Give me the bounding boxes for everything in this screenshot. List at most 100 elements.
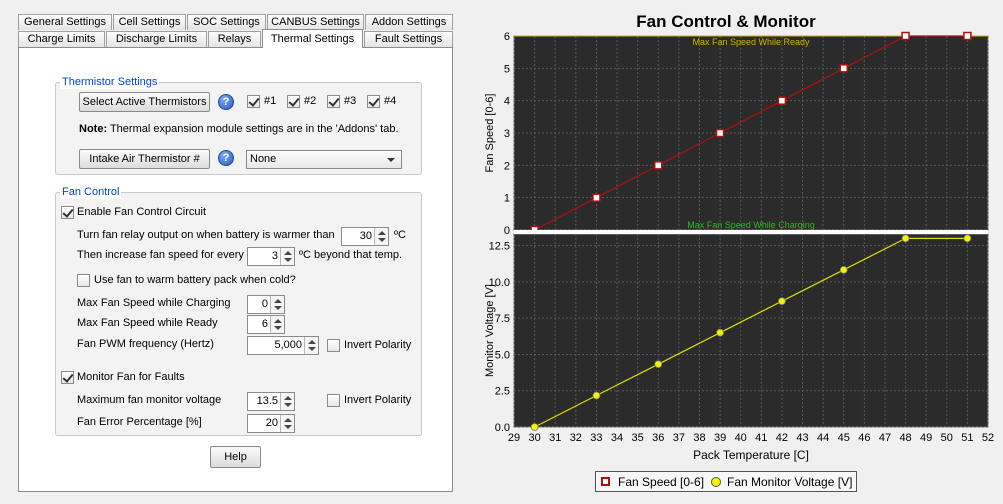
intake-air-thermistor-button[interactable]: Intake Air Thermistor # [79, 149, 210, 169]
thermistor-4-checkbox[interactable] [367, 95, 380, 108]
fan-error-percentage-value: 20 [265, 417, 278, 429]
pwm-frequency-value: 5,000 [274, 339, 302, 351]
monitor-voltage-point [901, 234, 910, 243]
monitor-fan-faults-label: Monitor Fan for Faults [77, 371, 185, 383]
max-speed-charging-spinner[interactable]: 0 [247, 295, 285, 314]
fan-speed-reference-label: Max Fan Speed While Ready [692, 37, 810, 47]
spinner-arrows-icon[interactable] [280, 415, 294, 432]
x-tick-label: 33 [590, 432, 602, 444]
tab-relays[interactable]: Relays [208, 31, 261, 47]
tab-general-settings[interactable]: General Settings [18, 14, 112, 30]
spinner-arrows-icon[interactable] [304, 337, 318, 354]
turn-on-threshold-unit: ºC [394, 229, 406, 241]
tab-addon-settings[interactable]: Addon Settings [365, 14, 453, 30]
help-icon[interactable]: ? [218, 94, 234, 110]
spinner-arrows-icon[interactable] [374, 228, 388, 245]
fan-speed-y-tick-label: 0 [504, 225, 510, 237]
x-tick-label: 44 [817, 432, 829, 444]
x-tick-label: 46 [858, 432, 870, 444]
warm-battery-checkbox[interactable] [77, 274, 90, 287]
turn-on-threshold-spinner[interactable]: 30 [341, 227, 389, 246]
thermistor-1-checkbox[interactable] [247, 95, 260, 108]
fan-speed-point [592, 193, 601, 202]
increase-step-spinner[interactable]: 3 [247, 247, 295, 266]
thermistor-3-checkbox[interactable] [327, 95, 340, 108]
pwm-frequency-spinner[interactable]: 5,000 [247, 336, 319, 355]
invert-polarity-2-label: Invert Polarity [344, 394, 412, 406]
thermistor-1-label: #1 [264, 95, 277, 107]
max-speed-ready-spinner[interactable]: 6 [247, 315, 285, 334]
monitor-voltage-y-tick-label: 5.0 [495, 349, 510, 361]
monitor-fan-faults-checkbox[interactable] [61, 371, 74, 384]
monitor-voltage-point [839, 265, 848, 274]
x-tick-label: 38 [693, 432, 705, 444]
increase-step-value: 3 [271, 250, 278, 262]
tab-cell-settings[interactable]: Cell Settings [113, 14, 186, 30]
legend-marker-fan-speed [601, 477, 610, 486]
select-active-thermistors-button[interactable]: Select Active Thermistors [79, 92, 210, 112]
invert-polarity-checkbox[interactable] [327, 339, 340, 352]
x-tick-label: 45 [838, 432, 850, 444]
x-tick-label: 50 [941, 432, 953, 444]
fan-speed-y-tick-label: 6 [504, 31, 510, 43]
spinner-arrows-icon[interactable] [280, 393, 294, 410]
fan-speed-y-tick-label: 2 [504, 160, 510, 172]
invert-polarity-2-checkbox[interactable] [327, 394, 340, 407]
fan-speed-y-tick-label: 1 [504, 193, 510, 205]
x-tick-label: 34 [611, 432, 623, 444]
legend-label-fan-speed: Fan Speed [0-6] [618, 475, 705, 489]
spinner-arrows-icon[interactable] [270, 316, 284, 333]
x-tick-label: 30 [528, 432, 540, 444]
max-speed-charging-label: Max Fan Speed while Charging [77, 297, 231, 309]
x-tick-label: 40 [735, 432, 747, 444]
monitor-voltage-point [530, 423, 539, 431]
max-monitor-voltage-spinner[interactable]: 13.5 [247, 392, 295, 411]
monitor-voltage-y-tick-label: 7.5 [495, 313, 510, 325]
x-tick-label: 31 [549, 432, 561, 444]
fan-speed-point [715, 128, 725, 138]
tab-charge-limits[interactable]: Charge Limits [18, 31, 105, 47]
thermistor-3-label: #3 [344, 95, 357, 107]
thermistor-settings-title: Thermistor Settings [60, 75, 160, 89]
invert-polarity-label: Invert Polarity [344, 339, 412, 351]
increase-step-label: Then increase fan speed for every [77, 249, 244, 261]
thermistor-2-checkbox[interactable] [287, 95, 300, 108]
x-tick-label: 51 [961, 432, 973, 444]
fan-error-percentage-spinner[interactable]: 20 [247, 414, 295, 433]
fan-speed-point [777, 96, 787, 105]
max-speed-charging-value: 0 [261, 298, 268, 310]
intake-air-thermistor-value: None [250, 153, 277, 165]
tab-fault-settings[interactable]: Fault Settings [364, 31, 453, 47]
enable-fan-control-checkbox[interactable] [61, 206, 74, 219]
fan-speed-y-axis-label: Fan Speed [0-6] [484, 94, 496, 173]
monitor-voltage-y-tick-label: 10.0 [489, 277, 510, 289]
help-button[interactable]: Help [210, 446, 261, 468]
intake-air-thermistor-select[interactable]: None [246, 150, 402, 169]
x-tick-label: 52 [982, 432, 994, 444]
x-tick-label: 43 [796, 432, 808, 444]
max-speed-ready-label: Max Fan Speed while Ready [77, 317, 218, 329]
turn-on-threshold-label: Turn fan relay output on when battery is… [77, 229, 335, 241]
x-tick-label: 49 [920, 432, 932, 444]
fan-speed-plot-area [513, 35, 989, 231]
spinner-arrows-icon[interactable] [270, 296, 284, 313]
tab-thermal-settings[interactable]: Thermal Settings [262, 29, 363, 48]
note-text: Thermal expansion module settings are in… [107, 123, 399, 135]
monitor-voltage-y-tick-label: 2.5 [495, 386, 510, 398]
chart-title: Fan Control & Monitor [636, 12, 816, 31]
x-tick-label: 42 [776, 432, 788, 444]
legend-label-voltage: Fan Monitor Voltage [V] [727, 475, 853, 489]
fan-speed-y-tick-label: 5 [504, 63, 510, 75]
fan-speed-y-tick-label: 3 [504, 128, 510, 140]
fan-speed-series-line [534, 35, 968, 231]
x-tick-label: 37 [673, 432, 685, 444]
monitor-voltage-y-tick-label: 12.5 [489, 241, 510, 253]
thermistor-2-label: #2 [304, 95, 317, 107]
tab-discharge-limits[interactable]: Discharge Limits [106, 31, 207, 47]
tab-soc-settings[interactable]: SOC Settings [187, 14, 266, 30]
help-icon[interactable]: ? [218, 150, 234, 166]
thermal-expansion-note: Note: Thermal expansion module settings … [79, 123, 399, 135]
spinner-arrows-icon[interactable] [280, 248, 294, 265]
tab-canbus-settings[interactable]: CANBUS Settings [267, 14, 364, 30]
x-tick-label: 29 [508, 432, 520, 444]
